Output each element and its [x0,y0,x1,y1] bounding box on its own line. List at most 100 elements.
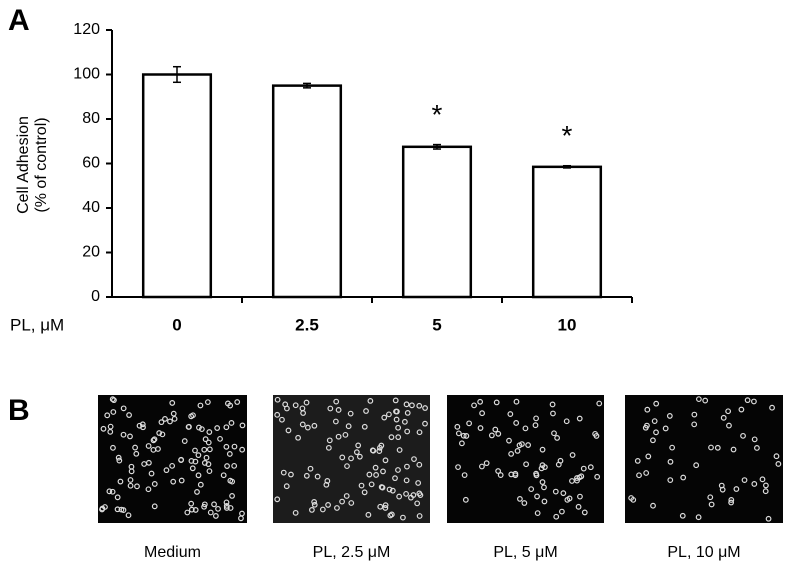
cell [483,460,490,467]
cell [201,446,208,453]
cell [521,500,528,506]
cell [414,500,421,507]
cell [455,430,462,437]
cell [150,437,157,444]
cell [214,425,221,431]
cell [380,468,386,475]
cell [283,483,290,490]
cell [303,472,310,479]
cell [186,423,192,430]
cell [274,496,281,503]
y-tick-label: 20 [82,244,100,261]
cell [726,422,732,429]
cell [361,423,368,430]
x-tick-label: 2.5 [295,315,319,334]
cell [751,436,758,443]
cell [422,420,428,427]
cell [477,398,484,405]
cell [702,397,709,404]
cell [653,400,660,407]
cell [386,486,393,493]
cell [342,431,349,438]
cell [708,501,715,508]
cell [109,488,116,495]
y-axis-title-line: Cell Adhesion [15,116,32,214]
cell [393,408,400,415]
cell [587,464,594,471]
cell [195,452,202,459]
cell [400,514,406,521]
cell [348,500,355,506]
cell [307,465,314,472]
cell [740,432,746,439]
cell [288,471,294,478]
cell [488,432,495,439]
cell [382,457,389,464]
cell [323,481,330,488]
cell [492,426,499,433]
cell [300,410,307,416]
cell [416,461,423,468]
cell [691,421,698,428]
image-caption: PL, 10 μM [667,544,740,561]
cell [563,418,570,425]
cell [416,402,423,409]
cell [653,429,659,436]
cell [388,434,395,441]
cell [691,411,698,418]
cell [580,465,587,472]
cell [223,505,230,511]
cell [541,498,548,505]
cell [666,413,673,419]
cell [197,402,204,409]
bar [531,165,603,299]
cell [159,431,166,438]
cell [522,425,529,432]
cell [506,437,512,444]
cell [575,503,582,510]
cell [495,468,502,474]
cell [387,512,394,519]
cell [373,472,380,478]
cell [593,433,600,439]
cell [466,420,473,427]
cell [192,507,199,513]
cell [695,396,702,403]
cell [102,504,108,510]
cell [741,477,748,483]
cell [493,399,500,406]
cell [110,444,116,451]
cell [409,402,415,409]
cell [403,401,410,408]
cell [215,505,221,512]
cell [325,444,332,451]
cell [158,419,165,426]
cell [167,418,173,425]
cell [114,494,121,501]
cell [477,425,484,431]
cell [634,458,641,464]
cell [231,443,238,450]
cell [178,456,185,463]
cell [754,445,760,451]
cell [454,423,461,430]
cell [332,418,339,425]
cell [775,461,782,467]
cell [554,435,561,441]
cell [128,468,135,475]
cell [534,493,540,500]
cell [725,408,732,415]
cell [274,411,281,418]
cell [508,450,515,457]
cell [365,511,372,518]
cell [206,446,213,453]
y-tick-label: 60 [82,155,100,172]
cell [126,412,132,418]
cell [643,470,650,476]
cell [368,481,375,488]
panel-label: B [8,394,30,427]
cell [376,448,383,454]
cell [207,509,214,516]
cell [392,397,399,404]
